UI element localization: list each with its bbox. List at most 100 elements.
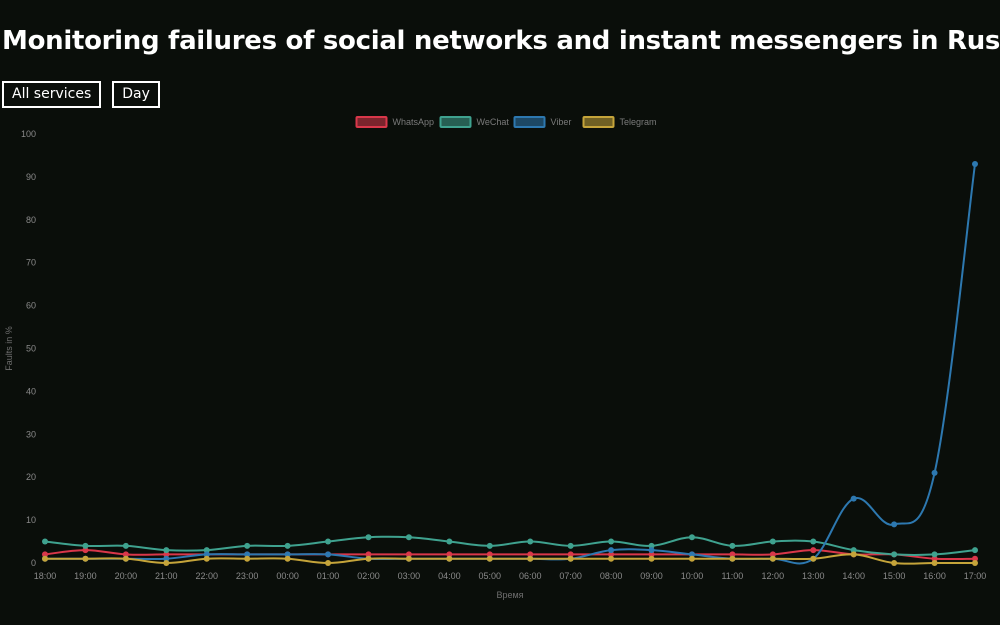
data-point[interactable] xyxy=(810,538,817,545)
data-point[interactable] xyxy=(729,555,736,562)
data-point[interactable] xyxy=(405,534,412,541)
data-point[interactable] xyxy=(729,542,736,549)
data-point[interactable] xyxy=(122,542,129,549)
data-point[interactable] xyxy=(527,538,534,545)
data-point[interactable] xyxy=(82,555,89,562)
data-point[interactable] xyxy=(648,555,655,562)
service-filter-button[interactable]: All services xyxy=(2,81,102,108)
data-point[interactable] xyxy=(284,542,291,549)
x-axis-title: Время xyxy=(496,590,523,600)
data-point[interactable] xyxy=(244,551,251,558)
data-point[interactable] xyxy=(405,551,412,558)
data-point[interactable] xyxy=(891,551,898,558)
data-point[interactable] xyxy=(769,551,776,558)
legend-swatch[interactable] xyxy=(582,116,615,128)
data-point[interactable] xyxy=(82,547,89,554)
data-point[interactable] xyxy=(122,555,129,562)
data-point[interactable] xyxy=(972,547,978,554)
data-point[interactable] xyxy=(42,555,48,562)
data-point[interactable] xyxy=(284,555,291,562)
data-point[interactable] xyxy=(931,551,938,558)
data-point[interactable] xyxy=(163,560,170,566)
data-point[interactable] xyxy=(648,551,655,558)
data-point[interactable] xyxy=(163,551,170,558)
series-line xyxy=(45,163,976,565)
legend-label[interactable]: Telegram xyxy=(620,117,657,127)
x-tick-label: 19:00 xyxy=(74,571,97,581)
data-point[interactable] xyxy=(567,542,574,549)
data-point[interactable] xyxy=(608,551,615,558)
data-point[interactable] xyxy=(931,555,938,562)
data-point[interactable] xyxy=(486,555,493,562)
data-point[interactable] xyxy=(446,551,453,558)
data-point[interactable] xyxy=(203,547,210,554)
data-point[interactable] xyxy=(203,551,210,558)
data-point[interactable] xyxy=(446,538,453,545)
data-point[interactable] xyxy=(810,547,817,554)
data-point[interactable] xyxy=(244,555,251,562)
x-tick-label: 07:00 xyxy=(559,571,582,581)
legend-label[interactable]: Viber xyxy=(551,117,572,127)
legend-label[interactable]: WhatsApp xyxy=(393,117,435,127)
data-point[interactable] xyxy=(972,560,978,566)
data-point[interactable] xyxy=(891,560,898,566)
data-point[interactable] xyxy=(486,551,493,558)
data-point[interactable] xyxy=(486,542,493,549)
data-point[interactable] xyxy=(567,551,574,558)
legend-swatch[interactable] xyxy=(513,116,546,128)
legend-label[interactable]: WeChat xyxy=(477,117,510,127)
x-tick-label: 23:00 xyxy=(236,571,259,581)
x-tick-label: 11:00 xyxy=(721,571,743,581)
data-point[interactable] xyxy=(688,551,695,558)
data-point[interactable] xyxy=(42,538,48,545)
data-point[interactable] xyxy=(365,551,372,558)
legend-swatch[interactable] xyxy=(355,116,388,128)
legend-swatch[interactable] xyxy=(439,116,472,128)
data-point[interactable] xyxy=(325,560,332,566)
data-point[interactable] xyxy=(972,161,978,168)
data-point[interactable] xyxy=(446,555,453,562)
data-point[interactable] xyxy=(244,542,251,549)
data-point[interactable] xyxy=(203,555,210,562)
data-point[interactable] xyxy=(850,547,857,554)
data-point[interactable] xyxy=(42,551,48,558)
data-point[interactable] xyxy=(931,469,938,476)
data-point[interactable] xyxy=(365,555,372,562)
x-tick-label: 09:00 xyxy=(640,571,663,581)
data-point[interactable] xyxy=(648,542,655,549)
data-point[interactable] xyxy=(122,551,129,558)
data-point[interactable] xyxy=(325,538,332,545)
data-point[interactable] xyxy=(688,534,695,541)
data-point[interactable] xyxy=(769,555,776,562)
data-point[interactable] xyxy=(688,555,695,562)
data-point[interactable] xyxy=(163,555,170,562)
data-point[interactable] xyxy=(608,538,615,545)
data-point[interactable] xyxy=(527,551,534,558)
data-point[interactable] xyxy=(608,555,615,562)
data-point[interactable] xyxy=(527,555,534,562)
data-point[interactable] xyxy=(850,551,857,558)
period-filter-button[interactable]: Day xyxy=(112,81,160,108)
data-point[interactable] xyxy=(891,521,898,528)
y-tick-label: 60 xyxy=(26,301,36,311)
data-point[interactable] xyxy=(769,538,776,545)
y-tick-label: 30 xyxy=(26,429,36,439)
x-tick-label: 12:00 xyxy=(762,571,785,581)
y-tick-label: 70 xyxy=(26,258,36,268)
data-point[interactable] xyxy=(608,547,615,554)
data-point[interactable] xyxy=(82,542,89,549)
data-point[interactable] xyxy=(405,555,412,562)
data-point[interactable] xyxy=(931,560,938,566)
x-tick-label: 06:00 xyxy=(519,571,542,581)
data-point[interactable] xyxy=(648,547,655,554)
data-point[interactable] xyxy=(365,534,372,541)
data-point[interactable] xyxy=(850,495,857,502)
data-point[interactable] xyxy=(972,555,978,562)
data-point[interactable] xyxy=(810,555,817,562)
data-point[interactable] xyxy=(284,551,291,558)
data-point[interactable] xyxy=(163,547,170,554)
data-point[interactable] xyxy=(729,551,736,558)
series-telegram xyxy=(42,551,978,566)
data-point[interactable] xyxy=(325,551,332,558)
data-point[interactable] xyxy=(567,555,574,562)
